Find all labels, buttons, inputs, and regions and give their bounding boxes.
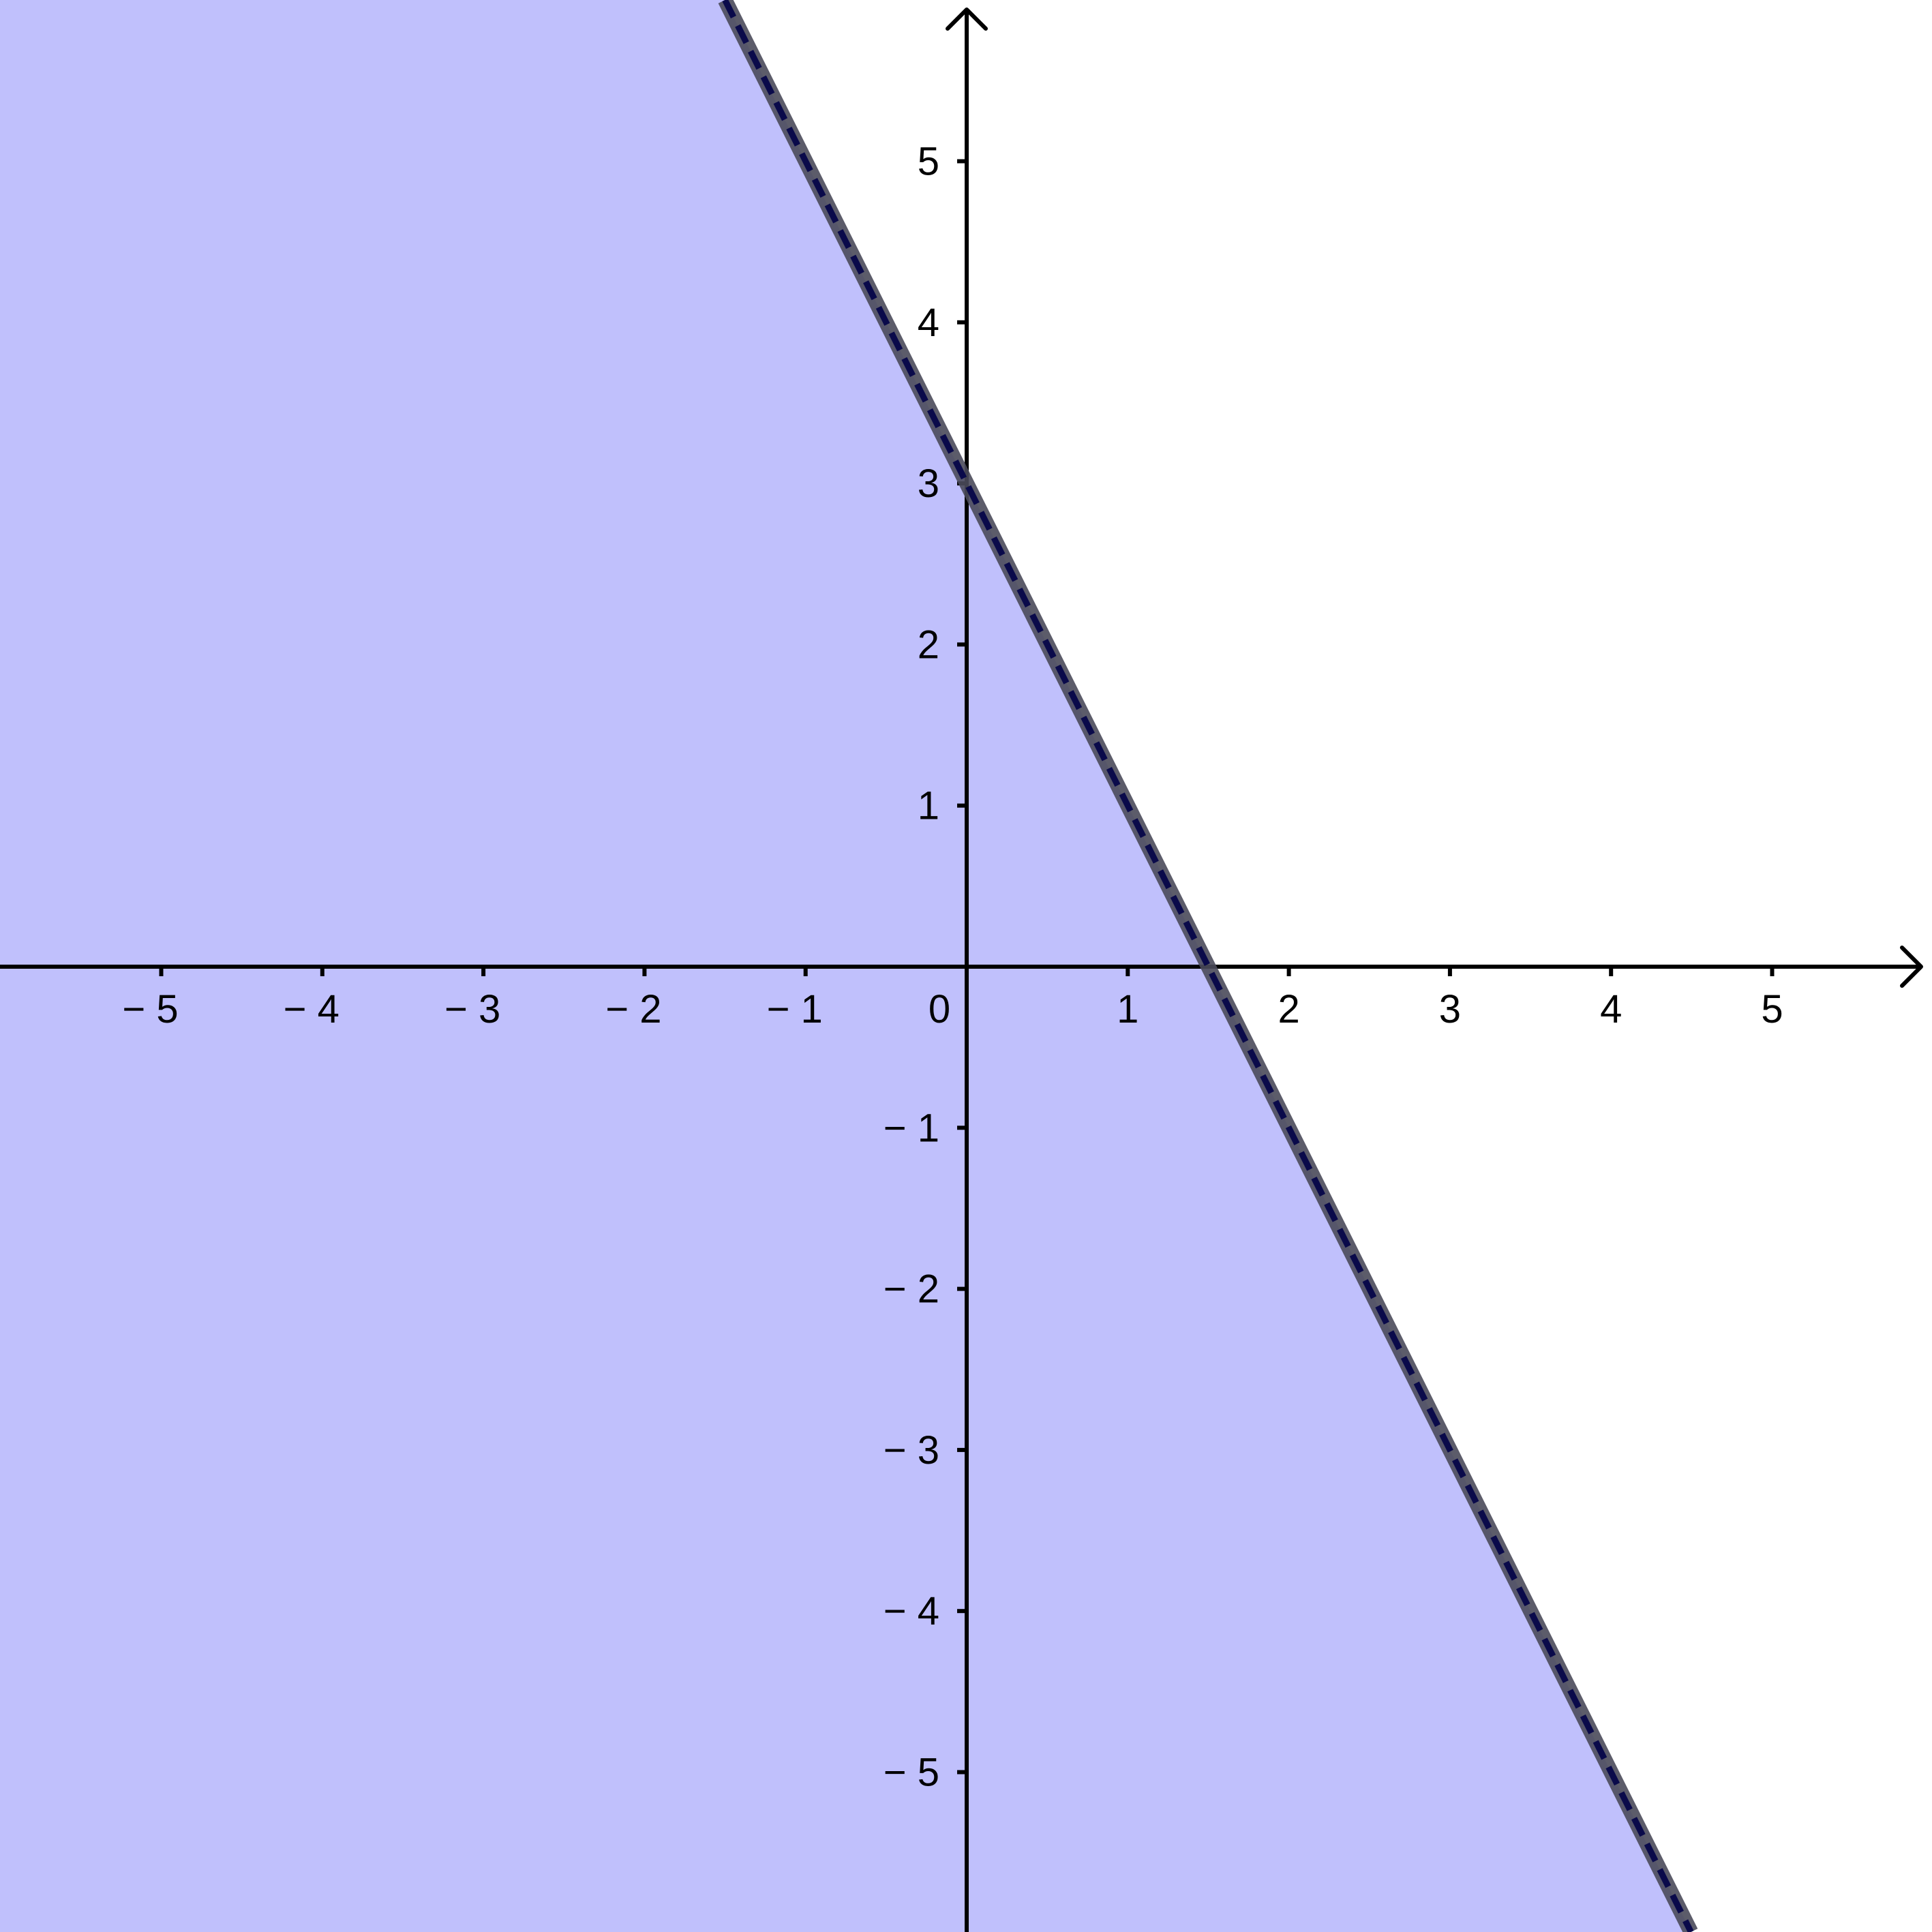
x-tick-label: 1 xyxy=(1117,987,1138,1031)
x-tick-label: 2 xyxy=(1278,987,1299,1031)
y-tick-label: 3 xyxy=(918,462,939,506)
y-tick-label: − 1 xyxy=(884,1106,939,1150)
origin-label: 0 xyxy=(929,987,950,1031)
x-tick-label: − 2 xyxy=(605,987,661,1031)
x-tick-label: − 5 xyxy=(122,987,178,1031)
y-tick-label: 5 xyxy=(918,140,939,184)
x-tick-label: 3 xyxy=(1439,987,1461,1031)
y-tick-label: − 5 xyxy=(884,1751,939,1795)
boundary-line-group xyxy=(718,0,1698,1932)
x-axis-arrow-icon xyxy=(1900,946,1923,988)
x-tick-label: − 1 xyxy=(767,987,823,1031)
y-tick-label: 4 xyxy=(918,301,939,345)
y-tick-label: 1 xyxy=(918,784,939,828)
boundary-line xyxy=(722,0,1694,1932)
x-tick-label: − 4 xyxy=(284,987,339,1031)
x-tick-label: 4 xyxy=(1600,987,1622,1031)
y-tick-label: − 4 xyxy=(884,1589,939,1633)
x-tick-label: − 3 xyxy=(444,987,500,1031)
y-tick-label: − 2 xyxy=(884,1267,939,1312)
y-tick-label: 2 xyxy=(918,622,939,667)
y-tick-label: − 3 xyxy=(884,1428,939,1473)
y-axis-arrow-icon xyxy=(946,7,988,31)
x-tick-label: 5 xyxy=(1761,987,1783,1031)
axis-ticks: − 5 − 4 − 3 − 2 − 1 1 2 3 4 5 5 4 3 2 1 − 1 − 2 − 3 − 4 − 5 xyxy=(122,140,1783,1795)
